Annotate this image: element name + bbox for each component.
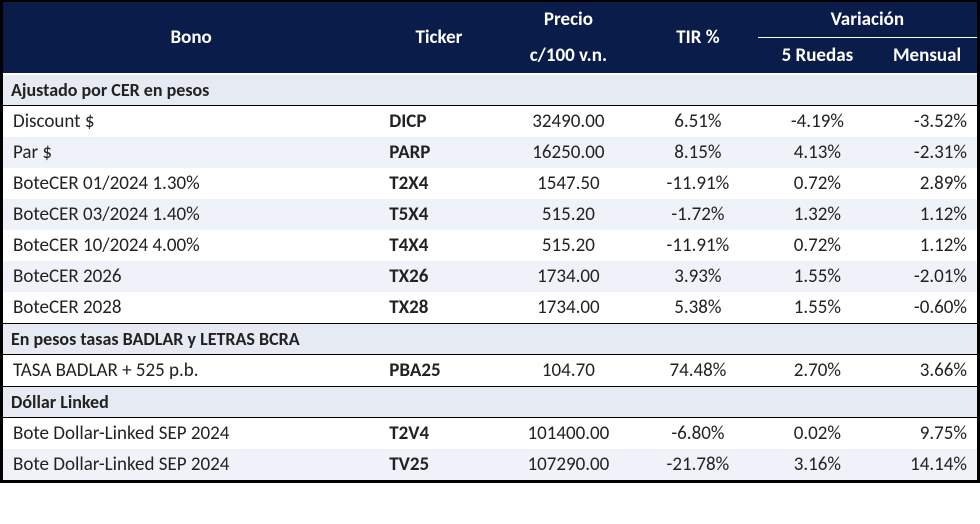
ticker-cell: TX28 — [379, 292, 498, 324]
tir-cell: 3.93% — [638, 261, 758, 292]
bono-cell: Par $ — [3, 137, 379, 168]
var-mensual-cell: -2.31% — [877, 137, 977, 168]
ticker-cell: PARP — [379, 137, 498, 168]
var-5ruedas-cell: 1.55% — [758, 292, 877, 324]
precio-cell: 104.70 — [499, 355, 639, 387]
header-mensual: Mensual — [877, 38, 977, 75]
tir-cell: 6.51% — [638, 106, 758, 138]
var-5ruedas-cell: -4.19% — [758, 106, 877, 138]
table-row: BoteCER 03/2024 1.40%T5X4515.20-1.72%1.3… — [3, 199, 977, 230]
section-title: Dóllar Linked — [3, 387, 977, 418]
table-row: BoteCER 01/2024 1.30%T2X41547.50-11.91%0… — [3, 168, 977, 199]
header-bono: Bono — [3, 1, 379, 74]
table-header: Bono Ticker Precio TIR % Variación c/100… — [3, 1, 977, 74]
header-variacion: Variación — [758, 1, 977, 38]
var-mensual-cell: 2.89% — [877, 168, 977, 199]
header-ticker: Ticker — [379, 1, 498, 74]
table-row: Bote Dollar-Linked SEP 2024TV25107290.00… — [3, 449, 977, 480]
table-row: Bote Dollar-Linked SEP 2024T2V4101400.00… — [3, 418, 977, 450]
var-mensual-cell: -3.52% — [877, 106, 977, 138]
var-mensual-cell: 14.14% — [877, 449, 977, 480]
var-5ruedas-cell: 4.13% — [758, 137, 877, 168]
precio-cell: 1547.50 — [499, 168, 639, 199]
bonds-table: Bono Ticker Precio TIR % Variación c/100… — [3, 0, 977, 480]
precio-cell: 101400.00 — [499, 418, 639, 450]
tir-cell: 74.48% — [638, 355, 758, 387]
section-title: En pesos tasas BADLAR y LETRAS BCRA — [3, 324, 977, 355]
tir-cell: -11.91% — [638, 168, 758, 199]
tir-cell: -6.80% — [638, 418, 758, 450]
section-title: Ajustado por CER en pesos — [3, 74, 977, 106]
precio-cell: 1734.00 — [499, 261, 639, 292]
var-mensual-cell: 1.12% — [877, 230, 977, 261]
var-5ruedas-cell: 0.02% — [758, 418, 877, 450]
bono-cell: BoteCER 2026 — [3, 261, 379, 292]
table-row: BoteCER 2026TX261734.003.93%1.55%-2.01% — [3, 261, 977, 292]
var-5ruedas-cell: 0.72% — [758, 168, 877, 199]
var-mensual-cell: -0.60% — [877, 292, 977, 324]
precio-cell: 107290.00 — [499, 449, 639, 480]
bono-cell: BoteCER 10/2024 4.00% — [3, 230, 379, 261]
section-header: En pesos tasas BADLAR y LETRAS BCRA — [3, 324, 977, 355]
table-row: Discount $DICP32490.006.51%-4.19%-3.52% — [3, 106, 977, 138]
precio-cell: 515.20 — [499, 199, 639, 230]
bono-cell: Discount $ — [3, 106, 379, 138]
precio-cell: 16250.00 — [499, 137, 639, 168]
ticker-cell: T4X4 — [379, 230, 498, 261]
table-row: TASA BADLAR + 525 p.b.PBA25104.7074.48%2… — [3, 355, 977, 387]
tir-cell: 5.38% — [638, 292, 758, 324]
var-mensual-cell: -2.01% — [877, 261, 977, 292]
var-5ruedas-cell: 1.32% — [758, 199, 877, 230]
table-row: BoteCER 2028TX281734.005.38%1.55%-0.60% — [3, 292, 977, 324]
bono-cell: BoteCER 03/2024 1.40% — [3, 199, 379, 230]
tir-cell: -11.91% — [638, 230, 758, 261]
ticker-cell: PBA25 — [379, 355, 498, 387]
ticker-cell: TX26 — [379, 261, 498, 292]
var-5ruedas-cell: 3.16% — [758, 449, 877, 480]
section-header: Dóllar Linked — [3, 387, 977, 418]
var-5ruedas-cell: 0.72% — [758, 230, 877, 261]
bono-cell: Bote Dollar-Linked SEP 2024 — [3, 418, 379, 450]
ticker-cell: TV25 — [379, 449, 498, 480]
tir-cell: 8.15% — [638, 137, 758, 168]
header-precio-1: Precio — [499, 1, 639, 38]
precio-cell: 515.20 — [499, 230, 639, 261]
ticker-cell: T2X4 — [379, 168, 498, 199]
var-5ruedas-cell: 1.55% — [758, 261, 877, 292]
header-precio-2: c/100 v.n. — [499, 38, 639, 75]
section-header: Ajustado por CER en pesos — [3, 74, 977, 106]
bono-cell: BoteCER 2028 — [3, 292, 379, 324]
table-row: BoteCER 10/2024 4.00%T4X4515.20-11.91%0.… — [3, 230, 977, 261]
ticker-cell: DICP — [379, 106, 498, 138]
tir-cell: -21.78% — [638, 449, 758, 480]
bono-cell: Bote Dollar-Linked SEP 2024 — [3, 449, 379, 480]
bonds-table-container: Bono Ticker Precio TIR % Variación c/100… — [0, 0, 980, 483]
var-mensual-cell: 3.66% — [877, 355, 977, 387]
precio-cell: 1734.00 — [499, 292, 639, 324]
var-mensual-cell: 1.12% — [877, 199, 977, 230]
tir-cell: -1.72% — [638, 199, 758, 230]
ticker-cell: T2V4 — [379, 418, 498, 450]
precio-cell: 32490.00 — [499, 106, 639, 138]
bono-cell: BoteCER 01/2024 1.30% — [3, 168, 379, 199]
var-mensual-cell: 9.75% — [877, 418, 977, 450]
var-5ruedas-cell: 2.70% — [758, 355, 877, 387]
table-row: Par $PARP16250.008.15%4.13%-2.31% — [3, 137, 977, 168]
header-tir: TIR % — [638, 1, 758, 74]
bono-cell: TASA BADLAR + 525 p.b. — [3, 355, 379, 387]
header-5ruedas: 5 Ruedas — [758, 38, 877, 75]
ticker-cell: T5X4 — [379, 199, 498, 230]
table-body: Ajustado por CER en pesosDiscount $DICP3… — [3, 74, 977, 480]
